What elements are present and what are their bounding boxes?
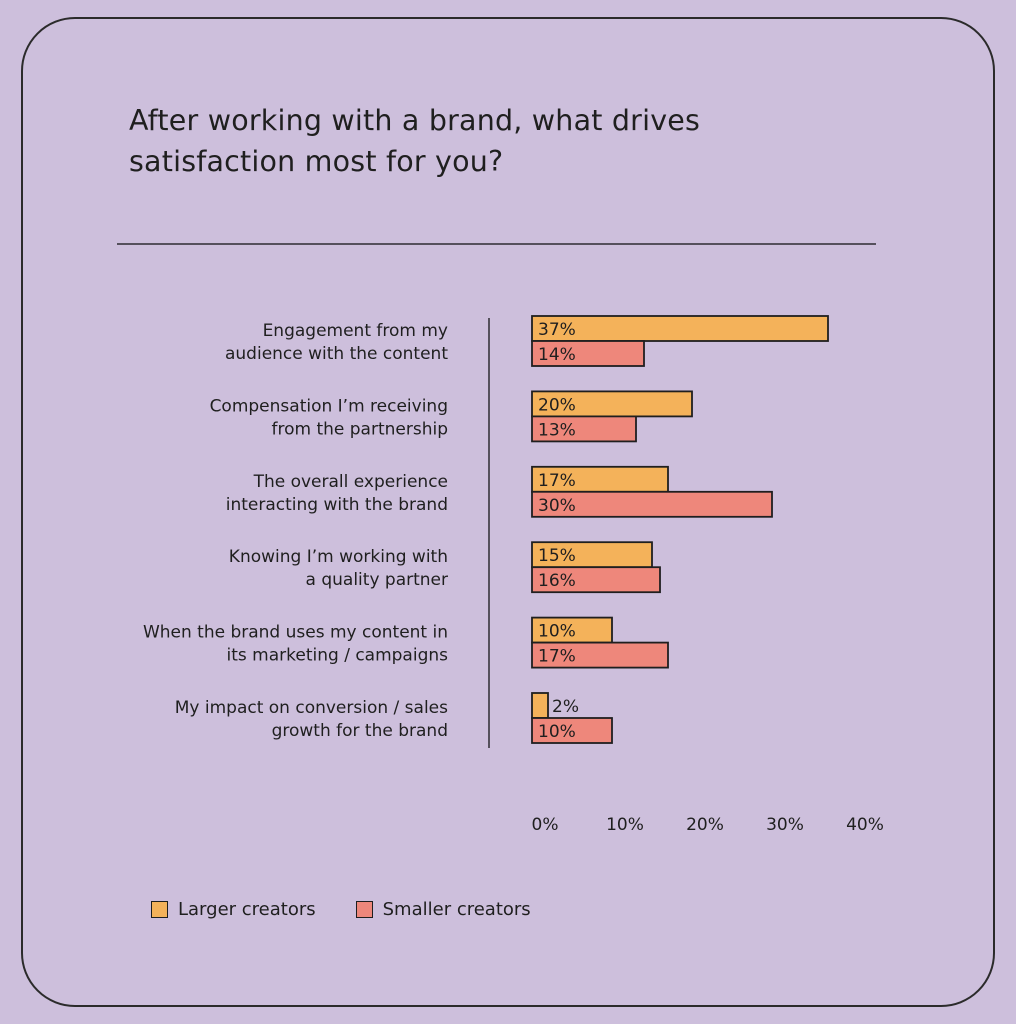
bar-value-label: 30% [538,496,576,516]
category-label-line: Engagement from my [263,321,448,341]
bar-value-label: 10% [538,622,576,642]
bar-larger [531,465,669,493]
bar-smaller [531,717,613,744]
title-divider [117,243,876,245]
category-label: The overall experience interacting with t… [226,472,448,515]
chart-title: After working with a brand, what drives … [129,104,701,178]
legend-swatch-smaller [355,901,373,918]
x-tick-label: 0% [532,815,559,835]
bar-larger [531,692,549,719]
x-tick-label: 20% [686,815,724,835]
legend-swatch-larger [151,901,168,918]
category-label: Knowing I’m working with a quality partne… [229,547,448,590]
bar-value-label: 17% [538,471,576,491]
chart-card [21,17,995,1007]
bar-larger [531,616,613,644]
category-label-line: Knowing I’m working with [229,547,448,567]
category-label-line: audience with the content [225,344,448,364]
x-tick-label: 10% [606,815,644,835]
bar-value-label: 15% [538,546,576,566]
category-label-line: interacting with the brand [226,495,448,515]
category-label: My impact on conversion / sales growth fo… [175,698,448,741]
bar-smaller [531,340,645,367]
category-label: When the brand uses my content in its mar… [143,623,448,666]
bar-value-label: 13% [538,420,576,440]
legend-item-smaller: Smaller creators [355,899,531,920]
bar-smaller [531,641,669,669]
x-tick-label: 40% [846,815,884,835]
bar-value-label: 10% [538,722,576,742]
bar-smaller [531,566,661,594]
legend-label-smaller: Smaller creators [382,899,531,920]
category-label-line: from the partnership [272,419,449,439]
legend: Larger creators Smaller creators [151,899,571,920]
bar-value-label: 20% [538,395,576,415]
category-label: Engagement from my audience with the cont… [225,321,448,364]
category-label-line: My impact on conversion / sales [175,698,448,718]
bar-value-label: 2% [552,697,579,717]
bar-value-label: 14% [538,345,576,365]
category-label-line: a quality partner [306,570,448,590]
legend-label-larger: Larger creators [178,899,316,920]
category-label-line: its marketing / campaigns [227,646,449,666]
bar-value-label: 17% [538,647,576,667]
x-tick-label: 30% [766,815,804,835]
category-label-line: Compensation I’m receiving [210,396,448,416]
category-label-line: The overall experience [253,472,448,492]
category-label: Compensation I’m receiving from the partn… [210,396,448,439]
bar-larger [531,315,829,342]
bar-value-label: 16% [538,571,576,591]
bar-larger [531,390,693,418]
bars: 37% 14% 20% 13% 17% 30% 15% 16% 10% 17% 2% 10% [531,315,829,744]
bar-smaller [531,415,637,443]
bar-value-label: 37% [538,320,576,340]
category-label-line: growth for the brand [272,721,448,741]
bar-smaller [531,490,773,518]
bar-larger [531,541,653,569]
x-axis-ticks: 0% 10% 20% 30% 40% [532,815,884,835]
category-label-line: When the brand uses my content in [143,623,448,643]
legend-item-larger: Larger creators [151,899,316,920]
category-labels: Engagement from my audience with the cont… [143,321,448,741]
